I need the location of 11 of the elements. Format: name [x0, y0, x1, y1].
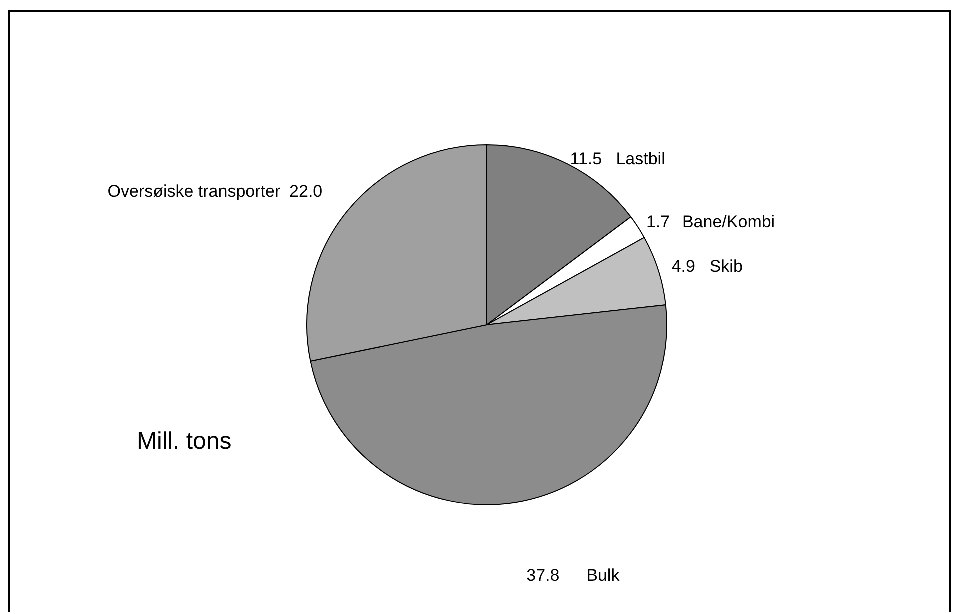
data-label: 4.9 — [672, 256, 696, 276]
slice-label: Lastbil — [616, 149, 666, 168]
slice-label: Oversøiske transporter — [108, 182, 281, 201]
data-label: 11.5 — [570, 149, 602, 168]
data-label: 1.7 — [646, 212, 670, 232]
slice-label: Skib — [710, 256, 743, 276]
text: Mill. tons — [137, 428, 232, 455]
data-label: 22.0 — [290, 182, 323, 201]
slice-label: Bulk — [586, 565, 620, 584]
slice-label: Bane/Kombi — [682, 212, 776, 232]
data-label: 37.8 — [526, 565, 560, 584]
